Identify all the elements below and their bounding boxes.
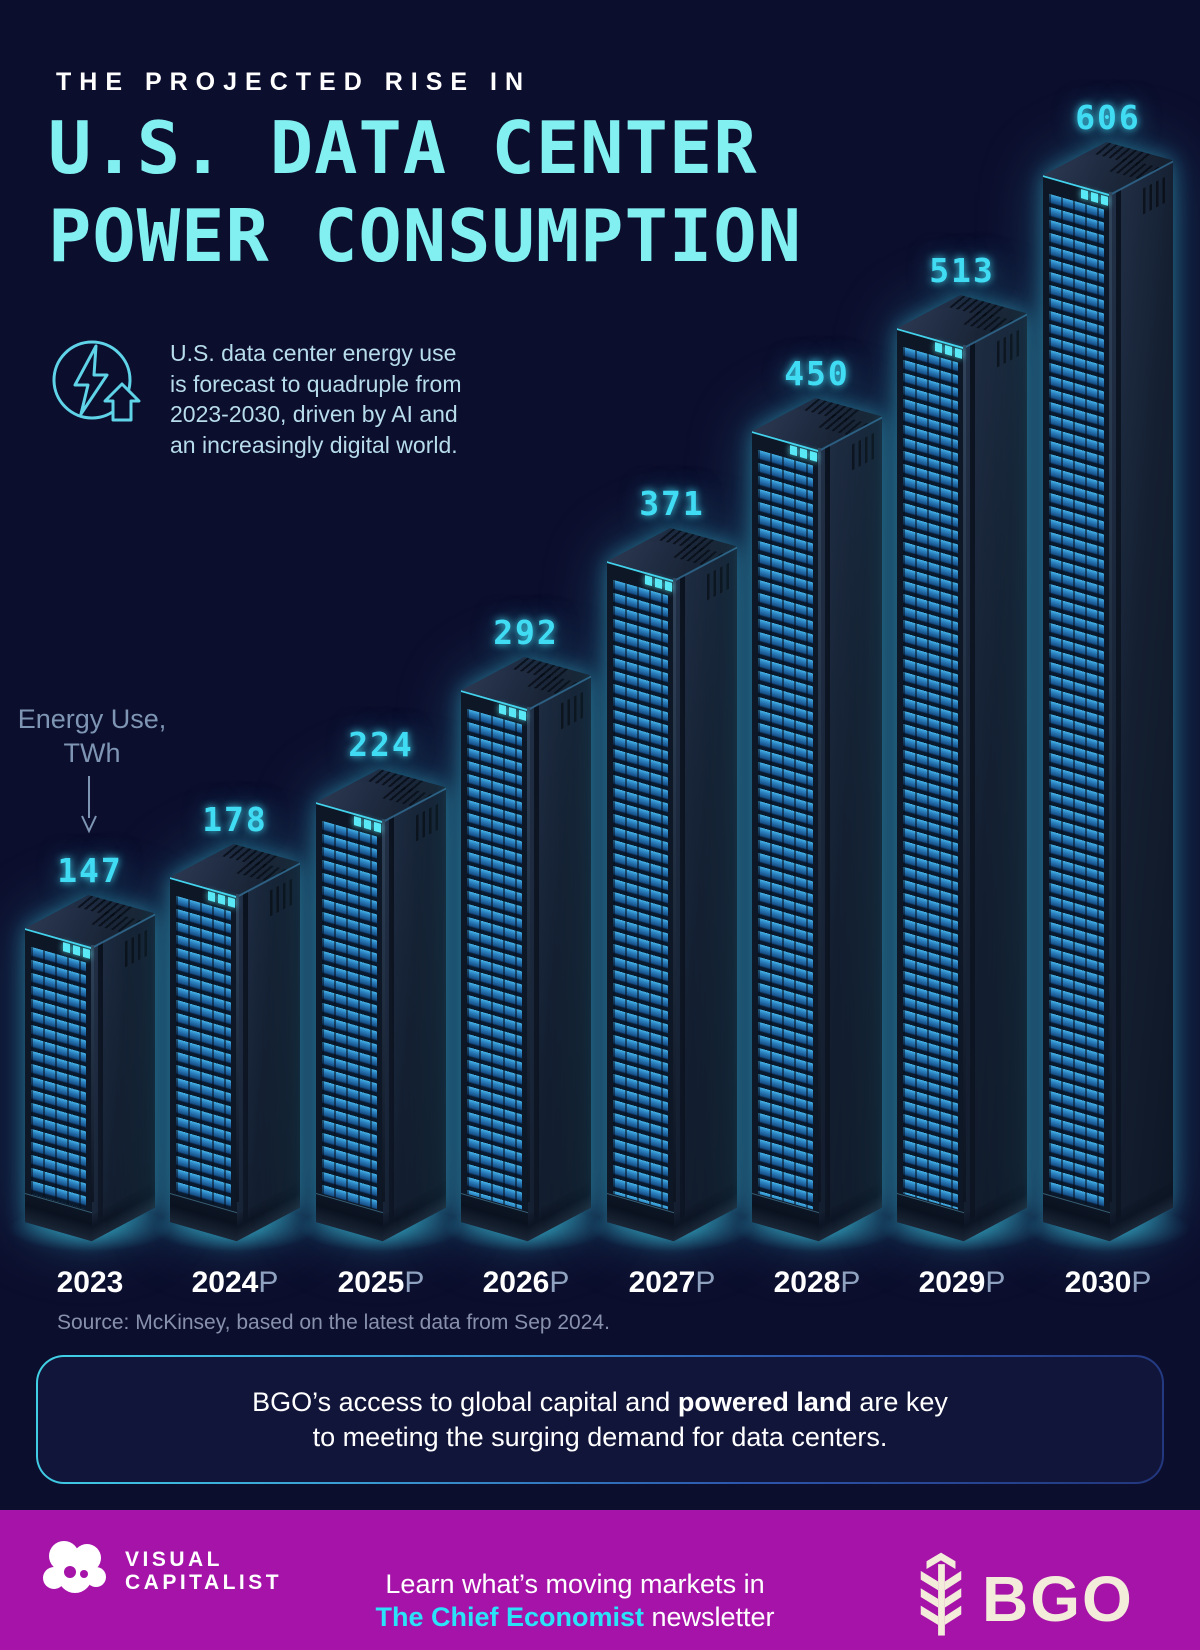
rack-side-vent <box>1142 176 1166 215</box>
rack-front-face <box>170 877 237 1242</box>
y-axis-label-line1: Energy Use, <box>17 704 167 734</box>
server-rack-bar <box>6 895 174 1252</box>
down-arrow-icon <box>80 776 98 839</box>
rack-side-face <box>673 546 737 1241</box>
rack-corner-edge <box>90 945 94 1202</box>
rack-server-slats <box>322 820 377 1210</box>
energy-bolt-icon <box>46 332 150 437</box>
bar-value-label: 224 <box>348 725 414 764</box>
bar-value-label: 606 <box>1075 98 1141 137</box>
rack-side-face <box>1109 160 1173 1242</box>
intro-paragraph: U.S. data center energy use is forecast … <box>170 340 462 458</box>
x-axis-label: 2027P <box>628 1266 716 1299</box>
page-title-line1: U.S. DATA CENTER <box>48 106 758 190</box>
bar-value-label: 178 <box>202 800 268 839</box>
rack-side-vent <box>851 432 875 471</box>
server-rack-bar <box>878 295 1046 1252</box>
rack-front-face <box>607 561 674 1242</box>
rack-server-slats <box>467 708 522 1210</box>
x-axis-label: 2024P <box>191 1266 279 1299</box>
callout-bold-text: powered land <box>677 1386 852 1417</box>
bgo-logo[interactable]: BGO <box>914 1552 1134 1645</box>
footer-bar: VISUAL CAPITALIST Learn what’s moving ma… <box>0 1510 1200 1650</box>
rack-server-slats <box>176 895 231 1210</box>
rack-corner-edge <box>526 707 530 1202</box>
bar-value-label: 147 <box>57 851 123 890</box>
newsletter-link[interactable]: The Chief Economist <box>375 1602 644 1632</box>
rack-server-slats <box>613 579 668 1210</box>
newsletter-promo: Learn what’s moving markets in The Chief… <box>315 1568 835 1634</box>
x-axis-label: 2026P <box>482 1266 570 1299</box>
rack-server-slats <box>758 449 813 1210</box>
visual-capitalist-cloud-icon <box>40 1536 112 1605</box>
server-rack-bar <box>1024 142 1192 1252</box>
eyebrow-title: THE PROJECTED RISE IN <box>56 68 531 96</box>
rack-server-slats <box>1049 193 1104 1210</box>
rack-corner-edge <box>962 345 966 1202</box>
rack-side-face <box>382 787 446 1241</box>
visual-capitalist-logo[interactable]: VISUAL CAPITALIST <box>40 1536 282 1605</box>
server-rack-bar <box>151 844 319 1252</box>
bgo-wheat-icon <box>914 1552 968 1645</box>
rack-corner-edge <box>1108 192 1112 1202</box>
bgo-wordmark: BGO <box>982 1562 1134 1635</box>
page-title: U.S. DATA CENTER POWER CONSUMPTION <box>48 104 802 280</box>
callout-line1: BGO’s access to global capital and power… <box>252 1386 948 1417</box>
rack-side-face <box>963 313 1027 1242</box>
callout-text: BGO’s access to global capital and power… <box>38 1357 1162 1482</box>
rack-corner-edge <box>381 819 385 1202</box>
x-axis-label: 2028P <box>773 1266 861 1299</box>
bar-value-label: 513 <box>929 251 995 290</box>
rack-side-vent <box>560 691 584 730</box>
bar-value-label: 450 <box>784 354 850 393</box>
newsletter-line1: Learn what’s moving markets in <box>385 1569 765 1599</box>
page-title-line2: POWER CONSUMPTION <box>48 194 802 278</box>
rack-side-vent <box>706 562 730 601</box>
rack-front-face <box>897 328 964 1242</box>
x-axis-label: 2030P <box>1064 1266 1152 1299</box>
rack-side-face <box>527 675 591 1241</box>
rack-corner-edge <box>672 578 676 1202</box>
rack-server-slats <box>31 946 86 1210</box>
newsletter-line2: The Chief Economist newsletter <box>375 1602 775 1632</box>
y-axis-label-line2: TWh <box>63 738 121 768</box>
server-rack-bar <box>297 769 465 1252</box>
visual-capitalist-wordmark: VISUAL CAPITALIST <box>125 1547 283 1594</box>
rack-side-face <box>818 416 882 1242</box>
callout-box: BGO’s access to global capital and power… <box>36 1355 1164 1484</box>
x-axis-label: 2025P <box>337 1266 425 1299</box>
bar-value-label: 371 <box>639 484 705 523</box>
source-note: Source: McKinsey, based on the latest da… <box>57 1311 610 1334</box>
rack-corner-edge <box>235 894 239 1202</box>
rack-side-vent <box>415 803 439 842</box>
rack-front-face <box>25 928 92 1242</box>
rack-corner-edge <box>817 448 821 1202</box>
y-axis-label: Energy Use, TWh <box>8 702 176 770</box>
rack-side-vent <box>269 878 293 917</box>
rack-front-face <box>1043 175 1110 1242</box>
rack-side-face <box>236 862 300 1241</box>
bar-value-label: 292 <box>493 613 559 652</box>
callout-line2: to meeting the surging demand for data c… <box>312 1421 888 1452</box>
server-rack-bar <box>442 657 610 1252</box>
rack-front-face <box>316 802 383 1242</box>
server-rack-bar <box>588 528 756 1252</box>
x-axis-label: 2023 <box>56 1266 124 1299</box>
rack-side-vent <box>124 929 148 968</box>
x-axis-label: 2029P <box>918 1266 1006 1299</box>
rack-server-slats <box>903 346 958 1210</box>
rack-front-face <box>752 431 819 1242</box>
rack-side-face <box>91 913 155 1241</box>
server-rack-bar <box>733 398 901 1252</box>
rack-side-vent <box>996 329 1020 368</box>
rack-front-face <box>461 690 528 1242</box>
